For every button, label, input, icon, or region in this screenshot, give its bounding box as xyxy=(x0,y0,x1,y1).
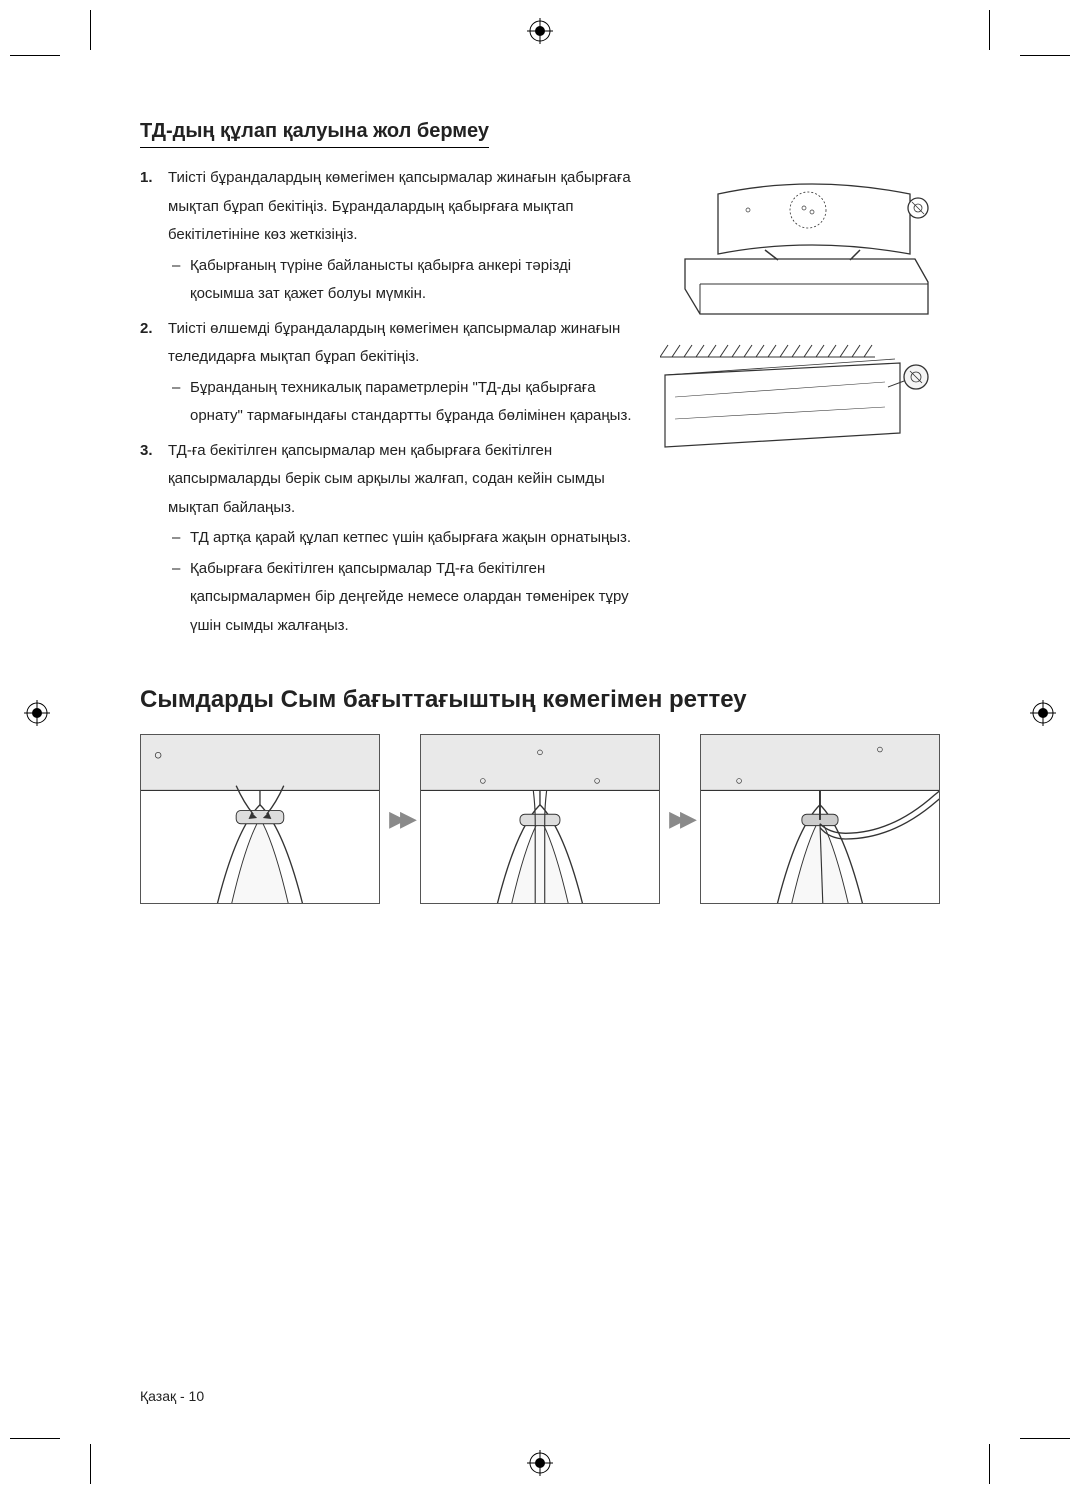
registration-mark-left xyxy=(24,700,50,726)
crop-mark xyxy=(1020,1438,1070,1439)
crop-mark xyxy=(989,1444,990,1484)
step-item: 1. Тиісті бұрандалардың көмегімен қапсыр… xyxy=(140,164,632,309)
step-number: 1. xyxy=(140,164,153,193)
step-item: 2. Тиісті өлшемді бұрандалардың көмегіме… xyxy=(140,315,632,431)
step-item: 3. ТД-ға бекітілген қапсырмалар мен қабы… xyxy=(140,437,632,641)
figure-wall-bracket-closeup xyxy=(660,337,940,457)
substep-item: Қабырғаның түріне байланысты қабырға анк… xyxy=(168,252,632,309)
step-number: 3. xyxy=(140,437,153,466)
substep-item: Қабырғаға бекітілген қапсырмалар ТД-ға б… xyxy=(168,555,632,641)
cable-panel-2 xyxy=(420,734,660,904)
step-text: Тиісті өлшемді бұрандалардың көмегімен қ… xyxy=(168,320,620,366)
registration-mark-right xyxy=(1030,700,1056,726)
step-text: ТД-ға бекітілген қапсырмалар мен қабырға… xyxy=(168,442,605,516)
crop-mark xyxy=(90,10,91,50)
crop-mark xyxy=(989,10,990,50)
text-column: 1. Тиісті бұрандалардың көмегімен қапсыр… xyxy=(140,164,632,646)
arrow-icon: ▶▶ xyxy=(666,806,694,832)
section1-body: 1. Тиісті бұрандалардың көмегімен қапсыр… xyxy=(140,164,940,646)
figure-column xyxy=(660,164,940,475)
substep-item: Бұранданың техникалық параметрлерін "ТД-… xyxy=(168,374,632,431)
crop-mark xyxy=(1020,55,1070,56)
crop-mark xyxy=(90,1444,91,1484)
cable-panel-3 xyxy=(700,734,940,904)
figure-tv-on-cabinet xyxy=(660,164,940,319)
cable-panel-1 xyxy=(140,734,380,904)
registration-mark-bottom xyxy=(527,1450,553,1476)
arrow-icon: ▶▶ xyxy=(386,806,414,832)
crop-mark xyxy=(10,1438,60,1439)
step-number: 2. xyxy=(140,315,153,344)
page-footer: Қазақ - 10 xyxy=(140,1388,204,1404)
registration-mark-top xyxy=(527,18,553,44)
section2-title: Сымдарды Сым бағыттағыштың көмегімен рет… xyxy=(140,686,940,714)
cable-guide-triptych: ▶▶ ▶▶ xyxy=(140,734,940,904)
substep-item: ТД артқа қарай құлап кетпес үшін қабырға… xyxy=(168,524,632,553)
section1-title: ТД-дың құлап қалуына жол бермеу xyxy=(140,120,489,148)
step-text: Тиісті бұрандалардың көмегімен қапсырмал… xyxy=(168,169,631,243)
page: ТД-дың құлап қалуына жол бермеу 1. Тиіст… xyxy=(0,0,1080,1494)
crop-mark xyxy=(10,55,60,56)
